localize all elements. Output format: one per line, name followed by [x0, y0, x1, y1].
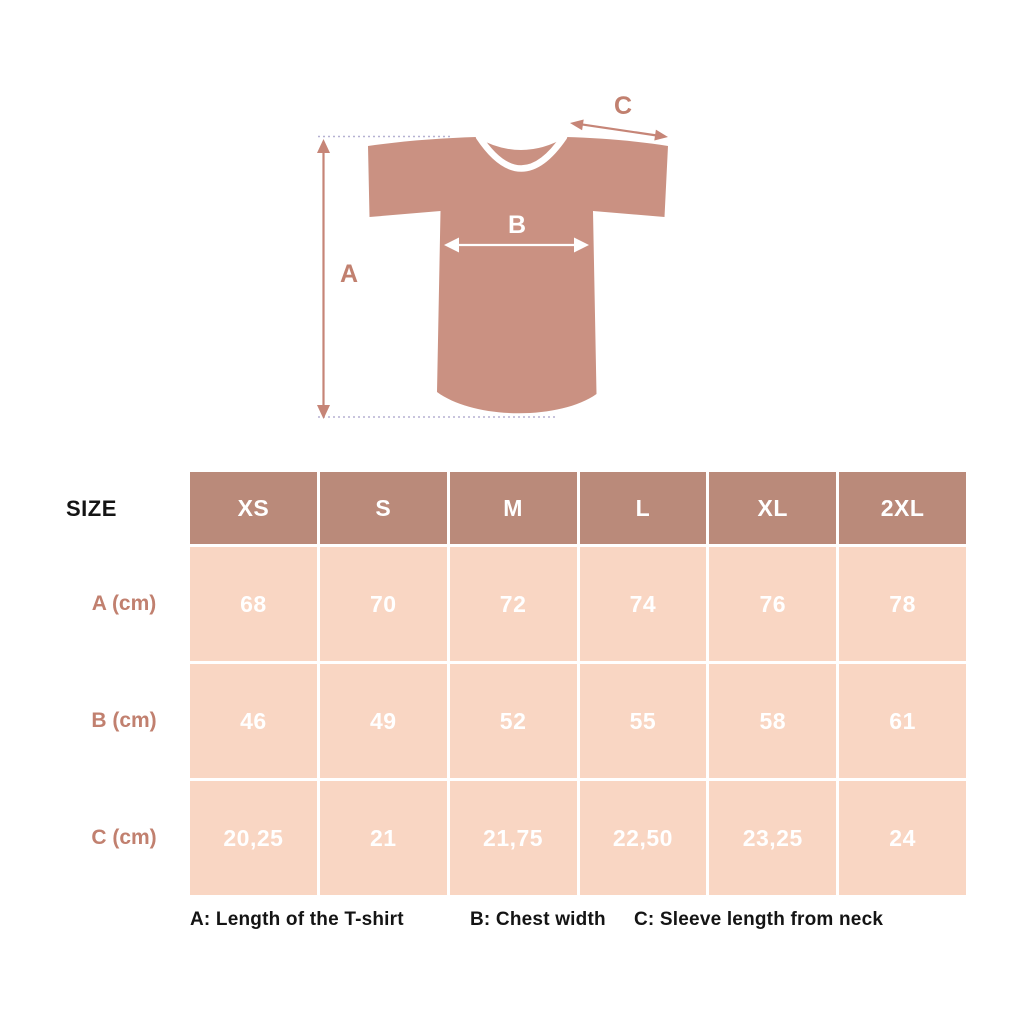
cell-b-xs: 46	[190, 664, 317, 778]
cell-c-xs: 20,25	[190, 781, 317, 895]
size-header-l: L	[579, 472, 707, 544]
cell-c-2xl: 24	[839, 781, 966, 895]
tshirt-shape	[368, 137, 668, 414]
measure-arrow-b	[444, 237, 589, 253]
cell-a-l: 74	[579, 547, 707, 661]
size-header-xs: XS	[190, 472, 317, 544]
size-table: XS S M L XL 2XL 68 70 72 74 76 78 46 49 52 55 58 61 20,25 2…	[190, 472, 966, 895]
measure-arrow-c	[570, 119, 668, 141]
row-label-c-cm: C (cm)	[91, 826, 157, 849]
cell-a-2xl: 78	[839, 547, 966, 661]
legend-item-a: A: Length of the T-shirt	[190, 909, 404, 930]
size-header-xl: XL	[709, 472, 837, 544]
size-corner-label: SIZE	[66, 496, 117, 521]
cell-b-l: 55	[579, 664, 707, 778]
measure-label-a: A	[340, 260, 358, 288]
cell-b-s: 49	[319, 664, 447, 778]
cell-a-s: 70	[319, 547, 447, 661]
legend-item-c: C: Sleeve length from neck	[634, 909, 884, 930]
cell-b-2xl: 61	[839, 664, 966, 778]
row-label-b-cm: B (cm)	[91, 709, 157, 732]
cell-a-xl: 76	[709, 547, 837, 661]
cell-b-xl: 58	[709, 664, 837, 778]
cell-b-m: 52	[449, 664, 577, 778]
measure-label-b: B	[508, 211, 526, 239]
measurement-legend: A: Length of the T-shirt B: Chest width C:…	[0, 906, 1024, 934]
size-header-2xl: 2XL	[839, 472, 966, 544]
measure-label-c: C	[614, 92, 632, 120]
size-header-s: S	[319, 472, 447, 544]
measure-arrow-a	[317, 139, 330, 419]
cell-c-xl: 23,25	[709, 781, 837, 895]
collar-rib-line	[475, 133, 568, 172]
row-label-a-cm: A (cm)	[91, 592, 157, 615]
cell-a-m: 72	[449, 547, 577, 661]
tshirt-diagram: A C B	[317, 92, 668, 419]
cell-c-l: 22,50	[579, 781, 707, 895]
legend-item-b: B: Chest width	[470, 909, 606, 930]
cell-c-m: 21,75	[449, 781, 577, 895]
cell-c-s: 21	[319, 781, 447, 895]
cell-a-xs: 68	[190, 547, 317, 661]
size-header-m: M	[449, 472, 577, 544]
